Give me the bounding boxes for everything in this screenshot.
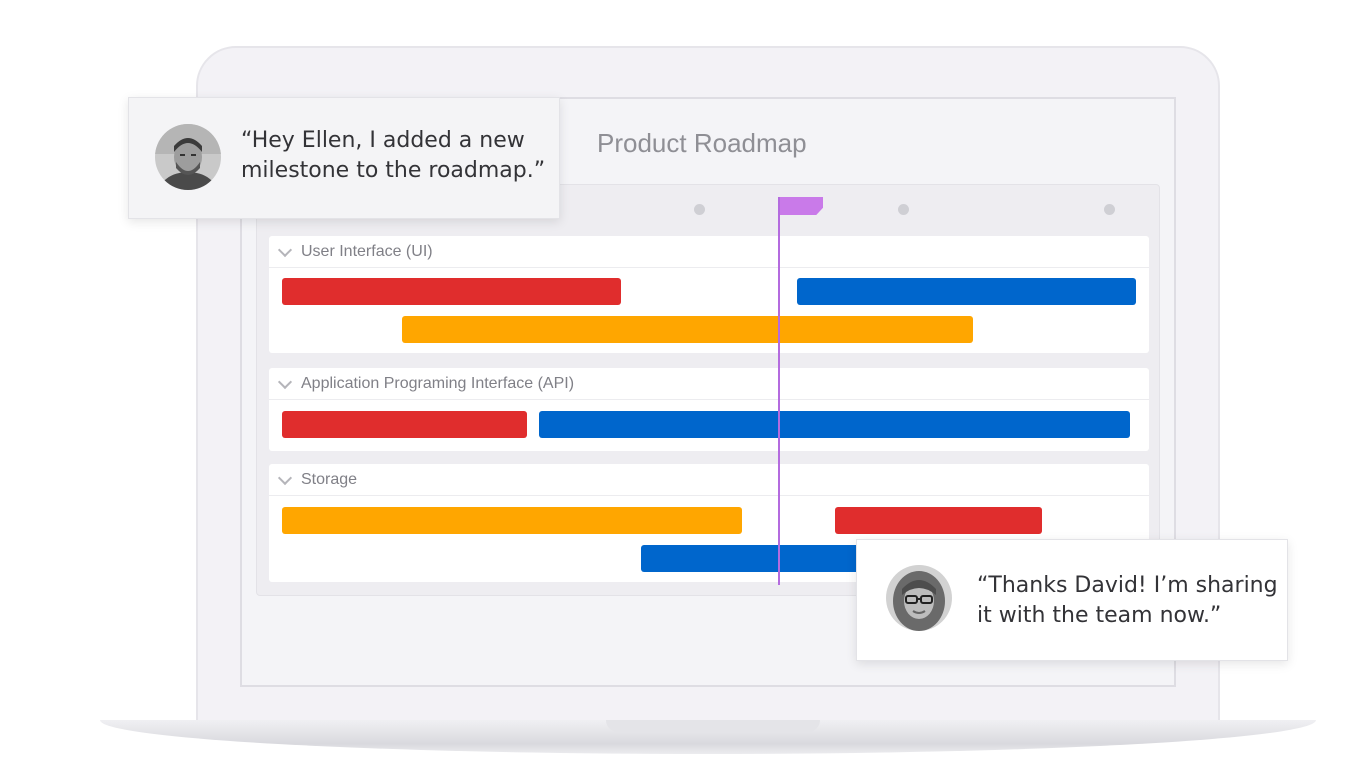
roadmap-section-ui: User Interface (UI) — [269, 236, 1149, 353]
chevron-down-icon[interactable] — [277, 374, 293, 390]
section-label: Application Programing Interface (API) — [301, 375, 575, 392]
roadmap-bar[interactable] — [282, 278, 621, 305]
section-header[interactable]: Storage — [269, 464, 1149, 496]
roadmap-bar[interactable] — [797, 278, 1136, 305]
timeline-dot — [898, 204, 909, 215]
milestone-flag[interactable] — [778, 197, 823, 215]
section-header[interactable]: User Interface (UI) — [269, 236, 1149, 268]
chevron-down-icon[interactable] — [277, 242, 293, 258]
page-title: Product Roadmap — [597, 128, 807, 158]
roadmap-bar[interactable] — [539, 411, 1130, 438]
chat-bubble-ellen: “Thanks David! I’m sharing it with the t… — [856, 539, 1288, 661]
avatar-ellen-icon — [886, 565, 952, 631]
avatar — [886, 565, 952, 631]
avatar-david-icon — [155, 124, 221, 190]
chat-message-line: “Hey Ellen, I added a new — [241, 128, 525, 153]
roadmap-section-api: Application Programing Interface (API) — [269, 368, 1149, 451]
chat-message-line: “Thanks David! I’m sharing — [977, 573, 1278, 598]
timeline-dot — [1104, 204, 1115, 215]
section-label: User Interface (UI) — [301, 243, 433, 260]
avatar — [155, 124, 221, 190]
chevron-down-icon[interactable] — [277, 470, 293, 486]
section-label: Storage — [301, 471, 358, 488]
milestone-line — [778, 197, 780, 585]
roadmap-bar[interactable] — [282, 507, 742, 534]
roadmap-bar[interactable] — [835, 507, 1042, 534]
chat-message-line: milestone to the roadmap.” — [241, 158, 546, 183]
roadmap-bar[interactable] — [641, 545, 871, 572]
roadmap-bar[interactable] — [402, 316, 973, 343]
timeline-dot — [694, 204, 705, 215]
chat-message-line: it with the team now.” — [977, 603, 1222, 628]
chat-bubble-david: “Hey Ellen, I added a new milestone to t… — [128, 97, 560, 219]
section-header[interactable]: Application Programing Interface (API) — [269, 368, 1149, 400]
laptop-notch — [606, 720, 820, 732]
roadmap-bar[interactable] — [282, 411, 527, 438]
